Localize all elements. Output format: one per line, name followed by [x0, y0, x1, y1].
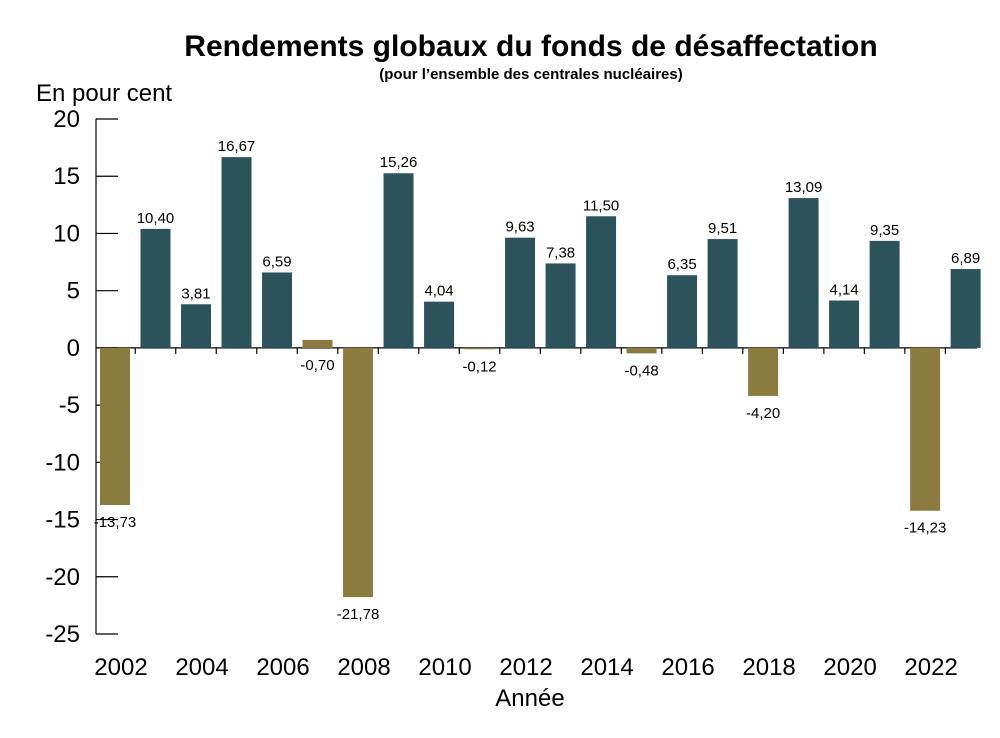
x-tick-label: 2014 — [580, 654, 633, 681]
bar-value-label: 11,50 — [583, 197, 619, 214]
bar — [181, 304, 212, 348]
x-tick-label: 2004 — [175, 654, 228, 681]
bar — [707, 239, 738, 348]
x-tick-label: 2012 — [499, 654, 552, 681]
bar-value-label: 4,14 — [830, 282, 859, 299]
bar-value-label: 6,59 — [262, 253, 291, 270]
bar — [505, 237, 536, 348]
bar-value-label: -14,23 — [904, 520, 947, 537]
y-axis-label: En pour cent — [36, 80, 172, 107]
bar — [383, 173, 414, 348]
x-axis-label: Année — [495, 685, 564, 712]
bar-value-label: -0,12 — [462, 358, 496, 375]
bar-value-label: 16,67 — [218, 138, 256, 155]
y-tick-label: -20 — [45, 564, 80, 591]
x-tick-label: 2022 — [904, 654, 957, 681]
bar-value-label: -21,78 — [337, 606, 380, 623]
y-tick-label: 5 — [67, 278, 80, 305]
bar — [667, 275, 698, 348]
bar — [626, 347, 657, 354]
bar-value-label: 9,35 — [870, 222, 899, 239]
y-tick-label: -5 — [59, 392, 80, 419]
bar-value-label: -0,70 — [300, 357, 334, 374]
y-tick-label: 15 — [53, 163, 80, 190]
bar-value-label: 7,38 — [546, 244, 575, 261]
x-tick-label: 2002 — [94, 654, 147, 681]
bar — [869, 240, 900, 348]
bar-value-label: 3,81 — [181, 285, 210, 302]
x-tick-label: 2006 — [256, 654, 309, 681]
y-tick-label: 20 — [53, 106, 80, 133]
bar — [343, 347, 374, 598]
bar — [829, 300, 860, 348]
y-tick-label: -10 — [45, 449, 80, 476]
bar — [302, 339, 333, 348]
bar — [788, 198, 819, 348]
bar — [950, 269, 981, 348]
bar-value-label: -13,73 — [94, 514, 137, 531]
bar-value-label: -0,48 — [624, 362, 658, 379]
bar-value-label: 13,09 — [785, 179, 823, 196]
bar — [748, 347, 779, 396]
bar — [464, 347, 495, 350]
y-tick-label: -15 — [45, 507, 80, 534]
y-axis: 20 15 10 5 0 -5 -10 -15 -20 -25 — [45, 106, 118, 648]
bar — [140, 228, 171, 348]
bar-value-label: 6,35 — [667, 256, 696, 273]
x-tick-label: 2008 — [337, 654, 390, 681]
bar-value-label: 15,26 — [380, 154, 418, 171]
x-tick-label: 2010 — [418, 654, 471, 681]
x-tick-label: 2020 — [823, 654, 876, 681]
bar-value-label: -4,20 — [746, 405, 780, 422]
bar — [100, 347, 130, 506]
x-tick-label: 2016 — [661, 654, 714, 681]
chart-title: Rendements globaux du fonds de désaffect… — [184, 30, 877, 63]
bar — [910, 347, 941, 511]
bar-value-label: 6,89 — [951, 250, 980, 267]
bar-value-label: 9,51 — [708, 220, 737, 237]
bar-value-label: 4,04 — [424, 283, 453, 300]
chart-subtitle: (pour l’ensemble des centrales nucléaire… — [379, 66, 682, 83]
bar — [262, 272, 293, 348]
bars — [100, 157, 981, 598]
y-tick-label: -25 — [45, 621, 80, 648]
x-tick-label: 2018 — [742, 654, 795, 681]
bar — [586, 216, 617, 348]
bar — [424, 301, 455, 348]
bar-value-label: 10,40 — [137, 210, 175, 227]
x-axis: 2002 2004 2006 2008 2010 2012 2014 2016 2018 2020… — [94, 347, 977, 681]
y-tick-label: 10 — [53, 220, 80, 247]
bar — [221, 157, 252, 348]
bar-value-label: 9,63 — [505, 219, 534, 236]
data-labels: -13,73 10,40 3,81 16,67 6,59 -0,70 -21,78 15,26… — [94, 138, 980, 623]
bar — [545, 263, 576, 348]
y-tick-label: 0 — [67, 335, 80, 362]
